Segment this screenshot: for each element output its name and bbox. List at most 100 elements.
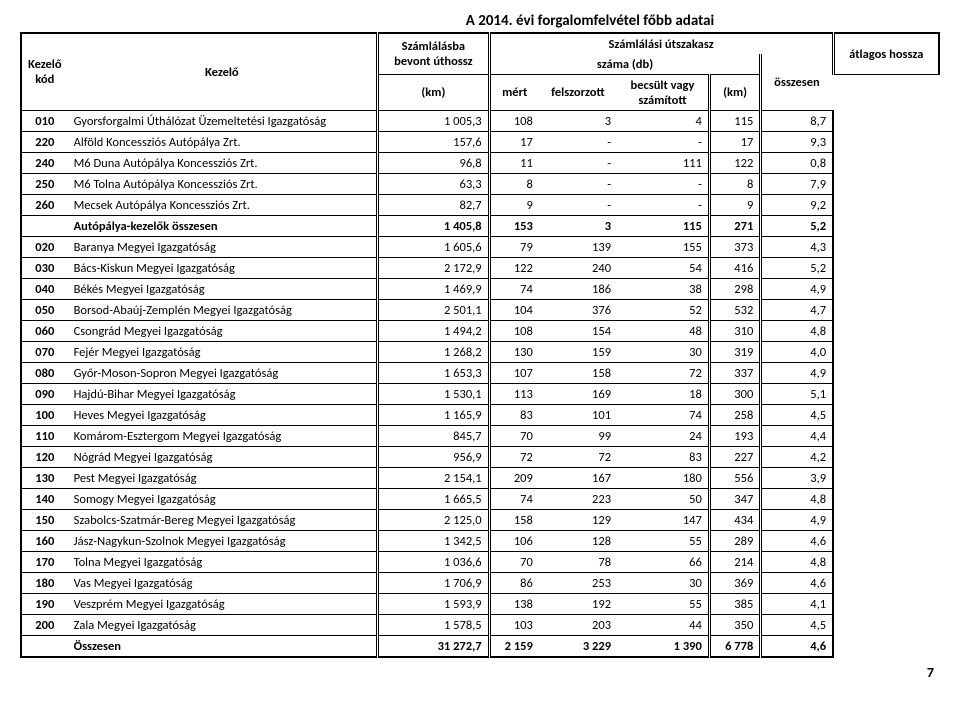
cell-c6: 0,8 [761,153,833,174]
cell-c4: 155 [617,237,709,258]
cell-c6: 4,9 [761,279,833,300]
cell-c6: 4,7 [761,300,833,321]
cell-c2: 108 [489,321,539,342]
cell-name: Összesen [68,636,378,658]
cell-name: Mecsek Autópálya Koncessziós Zrt. [68,195,378,216]
cell-c2: 11 [489,153,539,174]
cell-kod: 160 [21,531,68,552]
table-row: 150Szabolcs-Szatmár-Bereg Megyei Igazgat… [21,510,939,531]
cell-c1: 1 605,6 [378,237,490,258]
cell-c5: 532 [709,300,760,321]
cell-c5: 9 [709,195,760,216]
cell-c3: 3 [539,216,617,237]
cell-c6: 4,1 [761,594,833,615]
cell-c1: 1 405,8 [378,216,490,237]
cell-c5: 8 [709,174,760,195]
cell-c6: 8,7 [761,111,833,132]
cell-c6: 4,8 [761,489,833,510]
table-row: 060Csongrád Megyei Igazgatóság1 494,2108… [21,321,939,342]
cell-c3: 154 [539,321,617,342]
cell-c5: 289 [709,531,760,552]
cell-name: Csongrád Megyei Igazgatóság [68,321,378,342]
cell-kod: 200 [21,615,68,636]
cell-kod: 050 [21,300,68,321]
cell-kod [21,636,68,658]
cell-c2: 83 [489,405,539,426]
cell-c2: 209 [489,468,539,489]
cell-c1: 1 036,6 [378,552,490,573]
table-row: Összesen31 272,72 1593 2291 3906 7784,6 [21,636,939,658]
cell-kod: 060 [21,321,68,342]
cell-c2: 72 [489,447,539,468]
cell-kod: 010 [21,111,68,132]
cell-c4: - [617,132,709,153]
table-row: 080Győr-Moson-Sopron Megyei Igazgatóság1… [21,363,939,384]
table-row: 260Mecsek Autópálya Koncessziós Zrt.82,7… [21,195,939,216]
cell-c5: 115 [709,111,760,132]
cell-c6: 4,4 [761,426,833,447]
cell-c1: 1 593,9 [378,594,490,615]
cell-c3: 253 [539,573,617,594]
cell-c5: 6 778 [709,636,760,658]
cell-name: Békés Megyei Igazgatóság [68,279,378,300]
cell-c1: 157,6 [378,132,490,153]
cell-c6: 4,2 [761,447,833,468]
cell-c6: 4,6 [761,573,833,594]
cell-c5: 122 [709,153,760,174]
cell-kod: 150 [21,510,68,531]
cell-kod: 170 [21,552,68,573]
th-km1: (km) [378,75,490,111]
cell-c4: 66 [617,552,709,573]
cell-c4: 30 [617,342,709,363]
cell-c6: 4,8 [761,552,833,573]
cell-c4: 115 [617,216,709,237]
cell-c4: 4 [617,111,709,132]
cell-c4: 55 [617,531,709,552]
cell-c5: 193 [709,426,760,447]
th-atlagos: átlagos hossza [833,33,939,75]
cell-kod: 240 [21,153,68,174]
cell-kod: 180 [21,573,68,594]
cell-c6: 4,9 [761,510,833,531]
cell-kod: 030 [21,258,68,279]
cell-c3: 139 [539,237,617,258]
cell-c6: 4,6 [761,531,833,552]
cell-c1: 956,9 [378,447,490,468]
th-kezelo: Kezelő [68,33,378,111]
cell-c5: 258 [709,405,760,426]
cell-name: Baranya Megyei Igazgatóság [68,237,378,258]
th-szamlalasba: Számlálásbabevont úthossz [378,33,490,75]
table-row: 110Komárom-Esztergom Megyei Igazgatóság8… [21,426,939,447]
table-body: 010Gyorsforgalmi Úthálózat Üzemeltetési … [21,111,939,658]
cell-c3: - [539,153,617,174]
cell-c3: - [539,195,617,216]
cell-c4: 72 [617,363,709,384]
cell-name: Győr-Moson-Sopron Megyei Igazgatóság [68,363,378,384]
th-kezelo-kod: Kezelőkód [21,33,68,111]
cell-c3: 223 [539,489,617,510]
cell-c4: 44 [617,615,709,636]
cell-kod: 090 [21,384,68,405]
cell-c4: 83 [617,447,709,468]
th-km2: (km) [709,75,760,111]
cell-c4: 147 [617,510,709,531]
cell-c1: 1 469,9 [378,279,490,300]
cell-c3: 99 [539,426,617,447]
cell-c4: 55 [617,594,709,615]
cell-name: Vas Megyei Igazgatóság [68,573,378,594]
cell-c6: 5,2 [761,216,833,237]
cell-c5: 300 [709,384,760,405]
cell-c5: 319 [709,342,760,363]
cell-c4: - [617,195,709,216]
cell-c6: 4,0 [761,342,833,363]
cell-c5: 556 [709,468,760,489]
cell-c1: 82,7 [378,195,490,216]
cell-c1: 96,8 [378,153,490,174]
cell-c1: 63,3 [378,174,490,195]
cell-c3: - [539,132,617,153]
cell-name: Alföld Koncessziós Autópálya Zrt. [68,132,378,153]
cell-c1: 1 530,1 [378,384,490,405]
cell-c6: 4,3 [761,237,833,258]
cell-name: Veszprém Megyei Igazgatóság [68,594,378,615]
cell-c1: 1 578,5 [378,615,490,636]
